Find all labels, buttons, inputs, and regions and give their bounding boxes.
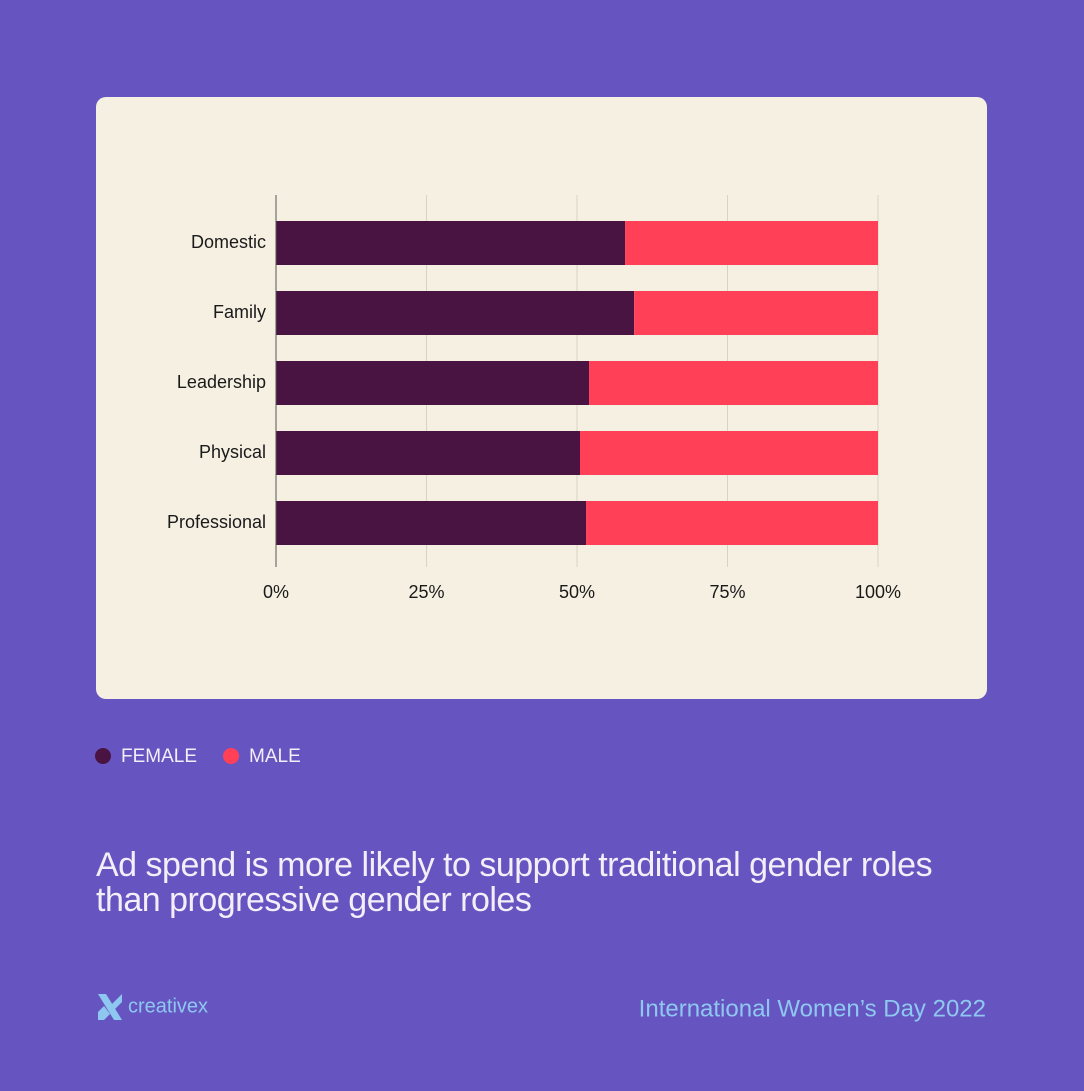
bar-segment (276, 221, 626, 265)
plot-area: 0% 25% 50% 75% 100% Domestic Family Leadership P… (167, 195, 901, 602)
bar-segment (276, 501, 587, 545)
bar-segment (625, 221, 878, 265)
y-tick-label: Leadership (177, 372, 266, 392)
legend-label: FEMALE (121, 746, 197, 767)
bar-segment (589, 361, 878, 405)
x-tick-label: 100% (855, 582, 901, 602)
bar-segment (276, 291, 635, 335)
y-tick-label: Family (213, 302, 266, 322)
bar-segment (580, 431, 878, 475)
x-tick-label: 75% (709, 582, 745, 602)
bar-segment (276, 431, 581, 475)
legend-swatch (223, 748, 240, 764)
x-tick-label: 25% (408, 582, 444, 602)
y-tick-label: Physical (199, 442, 266, 462)
legend-swatch (95, 748, 111, 764)
y-tick-label: Professional (167, 512, 266, 532)
x-tick-label: 50% (559, 582, 595, 602)
bar-segment (634, 291, 878, 335)
bar-segment (276, 361, 590, 405)
x-tick-label: 0% (263, 582, 289, 602)
bar-segment (586, 501, 878, 545)
logo-mark (98, 994, 122, 1020)
y-tick-label: Domestic (191, 232, 266, 252)
headline: Ad spend is more likely to support tradi… (96, 846, 933, 919)
legend-label: MALE (249, 746, 301, 767)
brand-name: creativex (128, 995, 208, 1017)
brand-logo: creativex (98, 994, 208, 1020)
logo-mark (98, 994, 122, 1020)
footer-event: International Women’s Day 2022 (639, 995, 986, 1022)
